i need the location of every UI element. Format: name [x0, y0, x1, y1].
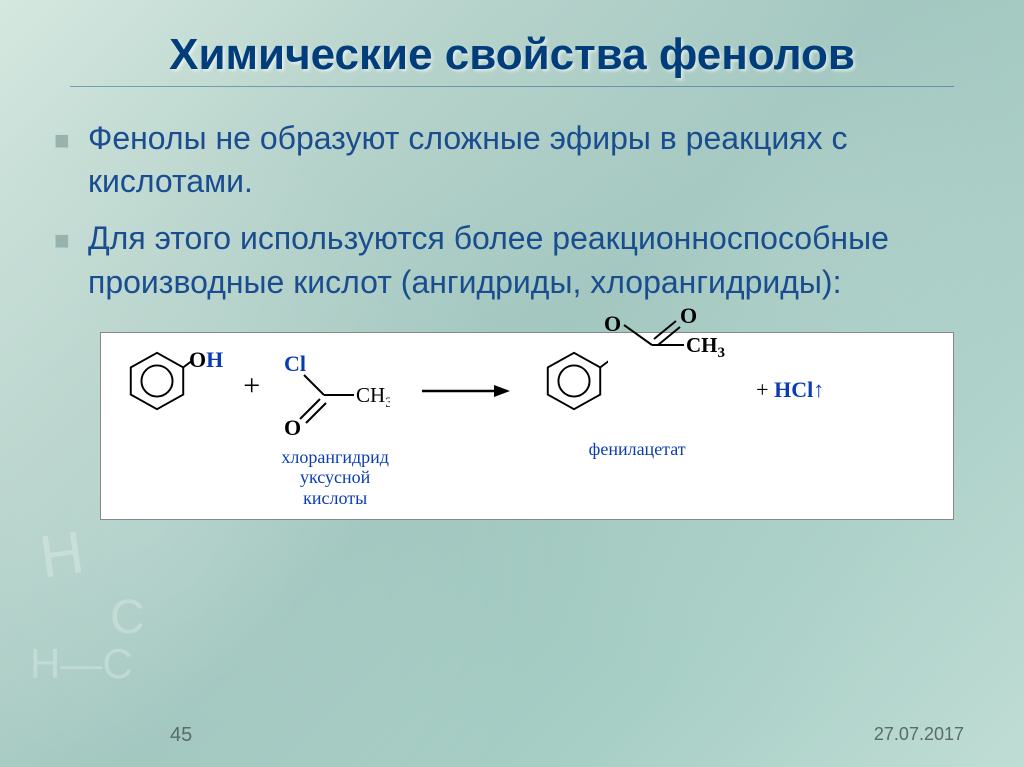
slide-container: Химические свойства фенолов Фенолы не об… — [0, 0, 1024, 767]
slide-title: Химические свойства фенолов — [50, 30, 974, 80]
reagent-acyl-chloride: Cl CH3 O хлорангидрид уксусной кислоты — [280, 347, 390, 509]
reagent2-caption: хлорангидрид уксусной кислоты — [281, 447, 389, 509]
benzene-ring-icon — [123, 347, 191, 415]
title-underline — [70, 86, 954, 87]
benzene-ring-icon — [540, 347, 608, 415]
ester-linkage: O CH3 O — [604, 315, 734, 405]
slide-footer: 45 27.07.2017 — [0, 724, 1024, 747]
o-label: O — [284, 415, 301, 440]
bullet-list: Фенолы не образуют сложные эфиры в реакц… — [50, 117, 974, 304]
reaction-arrow-icon — [420, 381, 510, 401]
svg-text:O: O — [604, 311, 621, 336]
bullet-item: Фенолы не образуют сложные эфиры в реакц… — [50, 117, 974, 203]
hydroxyl-group: OH — [189, 347, 223, 373]
cl-label: Cl — [284, 353, 306, 376]
slide-date: 27.07.2017 — [874, 724, 964, 747]
acyl-structure-icon: Cl CH3 O — [280, 353, 390, 441]
ch3-label: CH3 — [356, 383, 390, 411]
svg-text:O: O — [680, 303, 697, 328]
product-phenylacetate: O CH3 O фенилацетат — [540, 347, 734, 460]
plus-icon: + — [243, 369, 260, 403]
page-number: 45 — [170, 724, 192, 747]
reaction-scheme: OH + Cl CH3 O хлорангидрид уксусно — [100, 332, 954, 520]
reagent-phenol: OH — [123, 347, 223, 415]
product-caption: фенилацетат — [589, 439, 686, 460]
byproduct-hcl: + HCl↑ — [756, 377, 824, 403]
bullet-item: Для этого используются более реакционнос… — [50, 217, 974, 303]
svg-text:CH3: CH3 — [686, 333, 725, 361]
